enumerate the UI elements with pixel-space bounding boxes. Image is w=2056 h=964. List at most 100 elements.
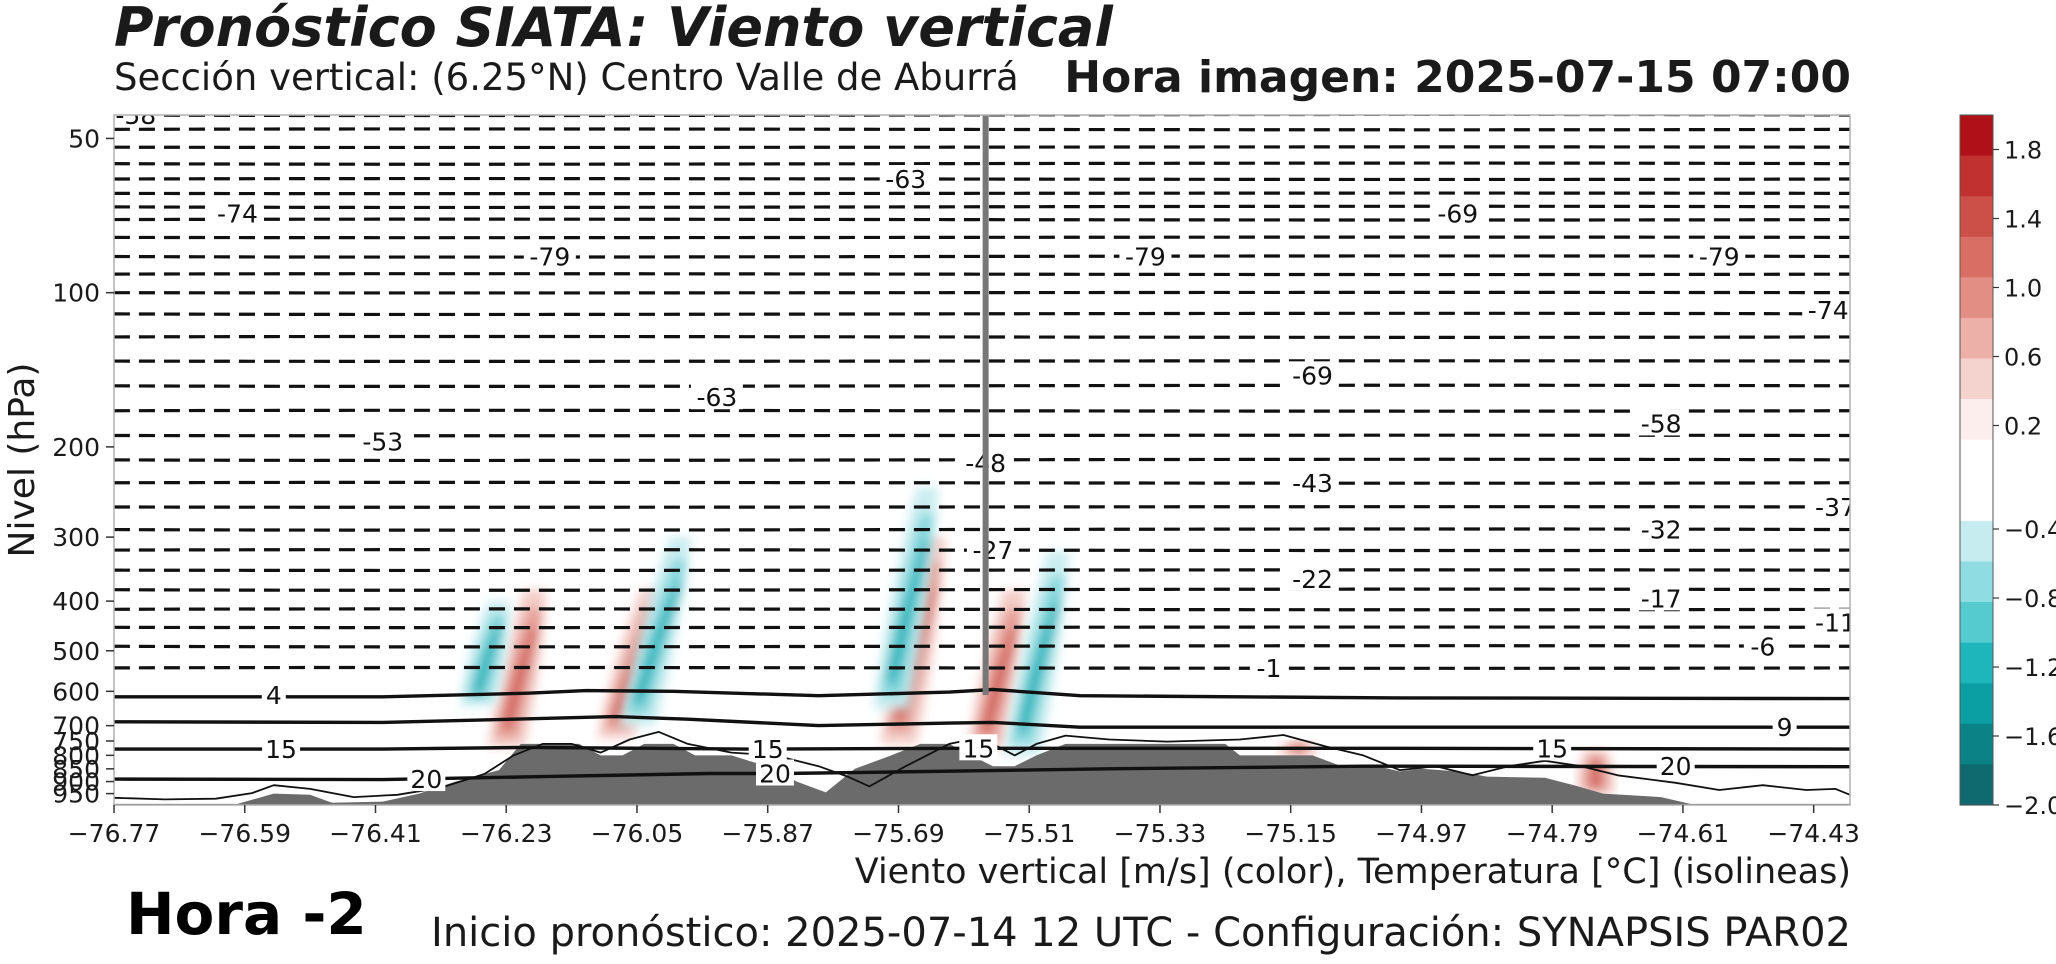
colorbar-frame	[1959, 114, 1994, 806]
isotherm-dashed	[114, 480, 1850, 485]
y-tick-label: 850	[52, 755, 100, 784]
isotherm-label-bg	[1635, 584, 1688, 611]
colorbar-segment	[1960, 439, 1993, 481]
colorbar-segment	[1960, 115, 1993, 157]
y-tick-label: 700	[52, 712, 100, 741]
isotherm-label: 20	[410, 765, 442, 794]
isotherm-dashed	[114, 217, 1850, 222]
isotherm-label: -63	[696, 383, 737, 412]
colorbar-segment	[1960, 642, 1993, 684]
x-tick-label: −75.15	[1244, 819, 1337, 848]
isotherm-dashed	[114, 161, 1850, 166]
colorbar-segment	[1960, 764, 1993, 806]
isotherm-dashed	[114, 311, 1850, 317]
isotherm-dashed	[114, 290, 1850, 295]
isotherm-labels: -58-74-79-48-63-51-79-69-79-74-63-69-53-…	[114, 86, 1856, 794]
isotherm-label-bg	[1809, 492, 1850, 519]
wind-plume-band	[501, 627, 539, 728]
colorbar-segment	[1960, 602, 1993, 644]
y-tick-label: 200	[52, 433, 100, 462]
isotherm-dashed	[114, 568, 1850, 573]
chart-subtitle: Sección vertical: (6.25°N) Centro Valle …	[114, 56, 1019, 99]
colorbar-segment	[1960, 236, 1993, 278]
colorbar-tick-label: −1.6	[2004, 723, 2056, 751]
wind-plume	[967, 589, 1026, 750]
isotherm-label: 20	[759, 760, 791, 789]
isotherm-label: -69	[1292, 361, 1333, 390]
isotherm-label: 15	[1536, 734, 1568, 763]
x-tick-label: −76.05	[591, 819, 684, 848]
y-tick-label: 100	[52, 279, 100, 308]
x-tick-label: −76.77	[68, 819, 161, 848]
isotherm-label-bg	[879, 165, 932, 192]
isotherm-dashed	[114, 334, 1850, 339]
isotherm-label-bg	[553, 86, 605, 112]
isotherm-label-bg	[1693, 242, 1746, 269]
isotherm-label: -79	[529, 243, 570, 272]
isotherm-label-bg	[755, 759, 794, 786]
isotherm-label: -74	[217, 199, 258, 228]
isotherm-dashed	[114, 587, 1850, 592]
colorbar-tick-label: 0.6	[2004, 344, 2042, 372]
isotherm-dashed	[114, 505, 1850, 509]
x-tick-label: −75.87	[721, 819, 814, 848]
isotherm-label: -69	[1437, 199, 1478, 228]
isotherm-dashed	[114, 665, 1850, 670]
isotherm-label: 15	[265, 735, 297, 764]
isotherm-label-bg	[356, 427, 409, 454]
isotherm-label-bg	[1286, 468, 1339, 495]
isotherm-label-bg	[1743, 632, 1782, 659]
terrain-shape	[114, 743, 1850, 805]
forecast-info: Inicio pronóstico: 2025-07-14 12 UTC - C…	[431, 910, 1851, 956]
isotherm-dashed	[114, 433, 1850, 438]
isotherm-label-bg	[523, 242, 576, 269]
isotherm-label-bg	[1656, 752, 1695, 779]
isotherm-label-bg	[1635, 515, 1688, 542]
isotherm-label-bg	[748, 735, 787, 762]
colorbar-segment	[1960, 399, 1993, 441]
colorbar-tick-label: 1.8	[2004, 137, 2042, 165]
isotherm-label: -43	[1292, 469, 1333, 498]
isotherm-label-bg	[1772, 713, 1797, 740]
x-tick-label: −75.51	[983, 819, 1076, 848]
isotherm-label-bg	[1802, 295, 1850, 322]
colorbar-segment	[1960, 520, 1993, 563]
colorbar-tick-label: −2.0	[2004, 792, 2056, 820]
isotherm-label-bg	[407, 765, 446, 792]
colorbar-segment	[1960, 155, 1993, 197]
isotherm-label: -79	[1699, 243, 1740, 272]
isotherm-label: 4	[266, 681, 282, 710]
isotherm-label-bg	[1148, 86, 1200, 112]
isotherm-label-bg	[690, 383, 743, 410]
colorbar-segment	[1960, 480, 1993, 522]
isotherm-label: -48	[558, 86, 599, 115]
isotherm-dashed	[114, 408, 1850, 413]
isotherm-label: -53	[362, 427, 403, 456]
y-tick-label: 500	[52, 637, 100, 666]
isotherm-label-bg	[1809, 608, 1850, 635]
isotherm-solid	[114, 714, 1850, 729]
plot-frame	[113, 114, 1851, 806]
isotherm-dashed	[114, 548, 1850, 553]
isotherm-solid	[114, 687, 1850, 701]
chart-title: Pronóstico SIATA: Viento vertical	[114, 0, 1113, 59]
isotherm-label-bg	[1249, 653, 1288, 680]
wind-plume	[1003, 551, 1070, 756]
isotherm-dashed	[114, 254, 1850, 259]
isotherm-label-bg	[1286, 361, 1339, 388]
colorbar-tick-label: −1.2	[2004, 654, 2056, 682]
wind-plume-band	[980, 628, 1018, 731]
isotherm-label: -37	[1815, 493, 1856, 522]
isotherm-dashed	[114, 204, 1850, 210]
colorbar-segment	[1960, 561, 1993, 603]
isotherm-solid	[114, 745, 1850, 751]
colorbar: 1.8 1.4 1.0 0.6 0.2 −0.4 −0.8 −1.2 −1.6 −2.0	[1959, 114, 2056, 820]
isotherm-dashed	[114, 625, 1850, 630]
image-time: Hora imagen: 2025-07-15 07:00	[1064, 52, 1851, 103]
colorbar-tick-label: −0.8	[2004, 585, 2056, 613]
isotherm-label: -27	[972, 536, 1013, 565]
isotherm-dashed	[114, 359, 1850, 363]
x-axis-label: Viento vertical [m/s] (color), Temperatu…	[854, 852, 1851, 892]
isotherm-label-bg	[1119, 242, 1172, 269]
